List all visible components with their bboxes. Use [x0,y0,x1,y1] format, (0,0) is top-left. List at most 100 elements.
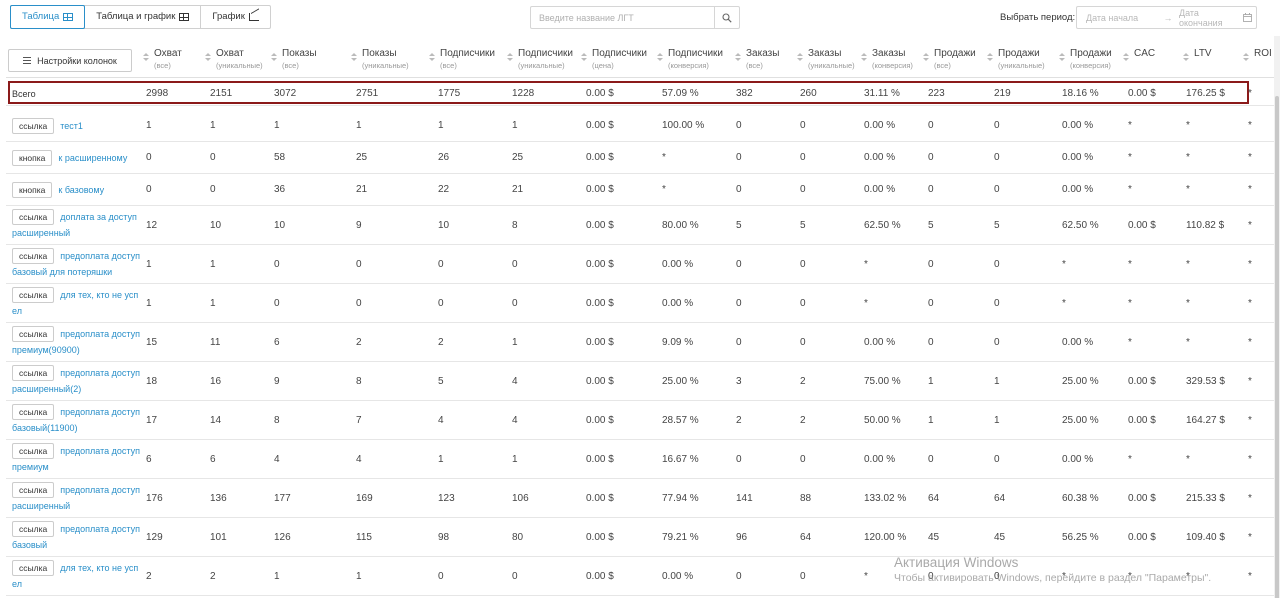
row-type-button[interactable]: ссылка [12,209,55,225]
tab-chart[interactable]: График [201,6,269,28]
sort-icon[interactable] [734,53,742,61]
column-header[interactable]: Продажи (уникальные) [986,41,1045,78]
sort-icon[interactable] [1182,53,1190,61]
table-cell: * [1128,570,1132,582]
table-cell: 10 [438,219,450,231]
row-type-button[interactable]: ссылка [12,560,55,576]
sort-icon[interactable] [796,53,804,61]
table-cell: 115 [356,531,372,543]
sort-icon[interactable] [350,53,358,61]
row-type-button[interactable]: ссылка [12,326,55,342]
column-header[interactable]: Подписчики (все) [428,41,495,78]
table-row: кнопка к расширенному 0 0 58 25 26 25 0.00 $ * 0 0 0… [6,142,1280,174]
table-cell: 16 [210,375,222,387]
sort-icon[interactable] [986,53,994,61]
row-name-link[interactable]: предоплата доступ базовый для потеряшки [12,251,140,277]
row-type-button[interactable]: ссылка [12,482,55,498]
search-input[interactable] [531,7,714,28]
period-end-field[interactable]: Дата окончания [1179,7,1223,28]
column-header[interactable]: Заказы (все) [734,41,779,78]
sort-icon[interactable] [506,53,514,61]
row-type-button[interactable]: ссылка [12,521,55,537]
column-header[interactable]: ROI [1242,41,1272,78]
tab-table-and-chart[interactable]: Таблица и график [85,6,202,28]
table-row: кнопка к базовому 0 0 36 21 22 21 0.00 $ * 0 0 0.00 … [6,174,1280,206]
table-cell: 0.00 % [662,258,694,270]
tab-table[interactable]: Таблица [10,5,86,29]
table-cell: 329.53 $ [1186,375,1225,387]
column-header[interactable]: Подписчики (конверсия) [656,41,723,78]
sort-icon[interactable] [270,53,278,61]
column-header-subtitle: (конверсия) [872,61,913,70]
row-type-button[interactable]: ссылка [12,248,55,264]
table-cell: 0.00 % [662,570,694,582]
table-cell: * [1248,453,1252,465]
column-header-title: Показы [362,48,397,59]
period-start-field[interactable]: Дата начала [1086,12,1139,23]
column-header-title: ROI [1254,48,1272,59]
column-header-subtitle: (уникальные) [808,61,855,70]
table-cell: 215.33 $ [1186,492,1225,504]
column-header[interactable]: Охват (уникальные) [204,41,263,78]
table-cell: 45 [928,531,940,543]
table-cell: 0 [274,297,280,309]
row-type-button[interactable]: кнопка [12,149,53,166]
sort-icon[interactable] [1242,53,1250,61]
table-cell: 2151 [210,88,233,99]
column-header[interactable]: Показы (уникальные) [350,41,409,78]
column-header[interactable]: Заказы (уникальные) [796,41,855,78]
column-header-title: Показы [282,48,317,59]
table-cell: * [1128,336,1132,348]
row-name-link[interactable]: предоплата доступ расширенный [12,485,140,511]
row-name-link[interactable]: к расширенному [58,152,128,163]
column-settings-button[interactable]: Настройки колонок [8,49,132,72]
sort-icon[interactable] [142,53,150,61]
row-type-button[interactable]: ссылка [12,443,55,459]
column-header[interactable]: Подписчики (уникальные) [506,41,573,78]
row-name-link[interactable]: предоплата доступ премиум [12,446,140,472]
row-type-button[interactable]: ссылка [12,287,55,303]
table-cell: 0.00 $ [586,120,614,131]
scrollbar-thumb[interactable] [1275,96,1279,598]
sort-icon[interactable] [922,53,930,61]
table-cell: 1 [274,570,280,582]
column-header[interactable]: Продажи (все) [922,41,976,78]
search-button[interactable] [714,7,739,28]
row-type-button[interactable]: ссылка [12,365,55,381]
sort-icon[interactable] [860,53,868,61]
row-name-link[interactable]: предоплата доступ базовый(11900) [12,407,140,433]
sort-icon[interactable] [1122,53,1130,61]
row-type-button[interactable]: ссылка [12,117,55,134]
table-cell: * [1186,152,1190,163]
row-name-link[interactable]: тест1 [60,120,83,131]
sort-icon[interactable] [204,53,212,61]
sort-icon[interactable] [428,53,436,61]
column-header[interactable]: Подписчики (цена) [580,41,647,78]
row-name-link[interactable]: доплата за доступ расширенный [12,212,137,238]
table-cell: 8 [356,375,362,387]
row-name-link[interactable]: предоплата доступ премиум(90900) [12,329,140,355]
table-cell: 58 [274,152,286,163]
row-name-link[interactable]: к базовому [58,184,105,195]
row-name-link[interactable]: предоплата доступ расширенный(2) [12,368,140,394]
column-header[interactable]: Охват (все) [142,41,182,78]
sort-icon[interactable] [656,53,664,61]
column-header[interactable]: Заказы (конверсия) [860,41,913,78]
row-type-button[interactable]: ссылка [12,404,55,420]
row-type-button[interactable]: кнопка [12,181,53,198]
column-header[interactable]: Продажи (конверсия) [1058,41,1112,78]
column-header[interactable]: Показы (все) [270,41,317,78]
table-cell: 1 [146,297,152,309]
column-header[interactable]: LTV [1182,41,1212,78]
sort-icon[interactable] [580,53,588,61]
period-range-picker[interactable]: Дата начала → Дата окончания [1076,6,1257,29]
column-header[interactable]: CAC [1122,41,1155,78]
row-name-link[interactable]: предоплата доступ базовый [12,524,140,550]
table-cell: 4 [356,453,362,465]
column-header-subtitle: (все) [282,61,299,70]
sort-icon[interactable] [1058,53,1066,61]
vertical-scrollbar[interactable] [1274,36,1280,598]
table-cell: 123 [438,492,455,504]
row-name-link[interactable]: для тех, кто не успел [12,290,139,316]
row-name-link[interactable]: для тех, кто не успел [12,563,139,589]
